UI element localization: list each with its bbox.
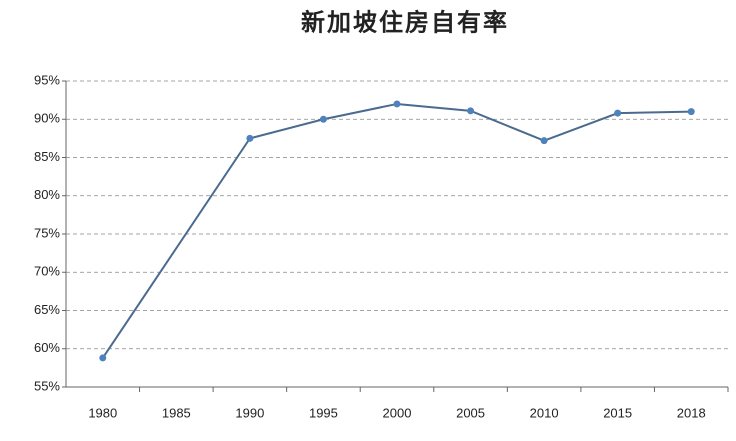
y-tick-label: 65% xyxy=(34,302,60,317)
y-tick-label: 70% xyxy=(34,264,60,279)
y-tick-label: 95% xyxy=(34,72,60,87)
point xyxy=(99,354,107,362)
x-tick-label: 2015 xyxy=(603,405,632,420)
line-connector xyxy=(101,137,251,359)
y-tick-label: 75% xyxy=(34,225,60,240)
y-tick-label: 55% xyxy=(34,378,60,393)
x-tick-label: 1985 xyxy=(162,405,191,420)
point xyxy=(687,108,695,116)
y-tick-label: 60% xyxy=(34,340,60,355)
y-tick-label: 85% xyxy=(34,149,60,164)
y-tick-label: 90% xyxy=(34,111,60,126)
x-tick-label: 1995 xyxy=(309,405,338,420)
x-tick-label: 2000 xyxy=(383,405,412,420)
y-tick-label: 80% xyxy=(34,187,60,202)
x-tick-label: 1980 xyxy=(88,405,117,420)
x-tick-label: 2005 xyxy=(456,405,485,420)
point xyxy=(393,100,401,108)
point xyxy=(540,137,548,145)
point xyxy=(467,107,475,115)
x-tick-label: 2018 xyxy=(677,405,706,420)
point xyxy=(246,134,254,142)
point xyxy=(319,115,327,123)
chart-title: 新加坡住房自有率 xyxy=(301,8,509,37)
x-tick-label: 2010 xyxy=(530,405,559,420)
x-tick-label: 1990 xyxy=(235,405,264,420)
point xyxy=(614,109,622,117)
